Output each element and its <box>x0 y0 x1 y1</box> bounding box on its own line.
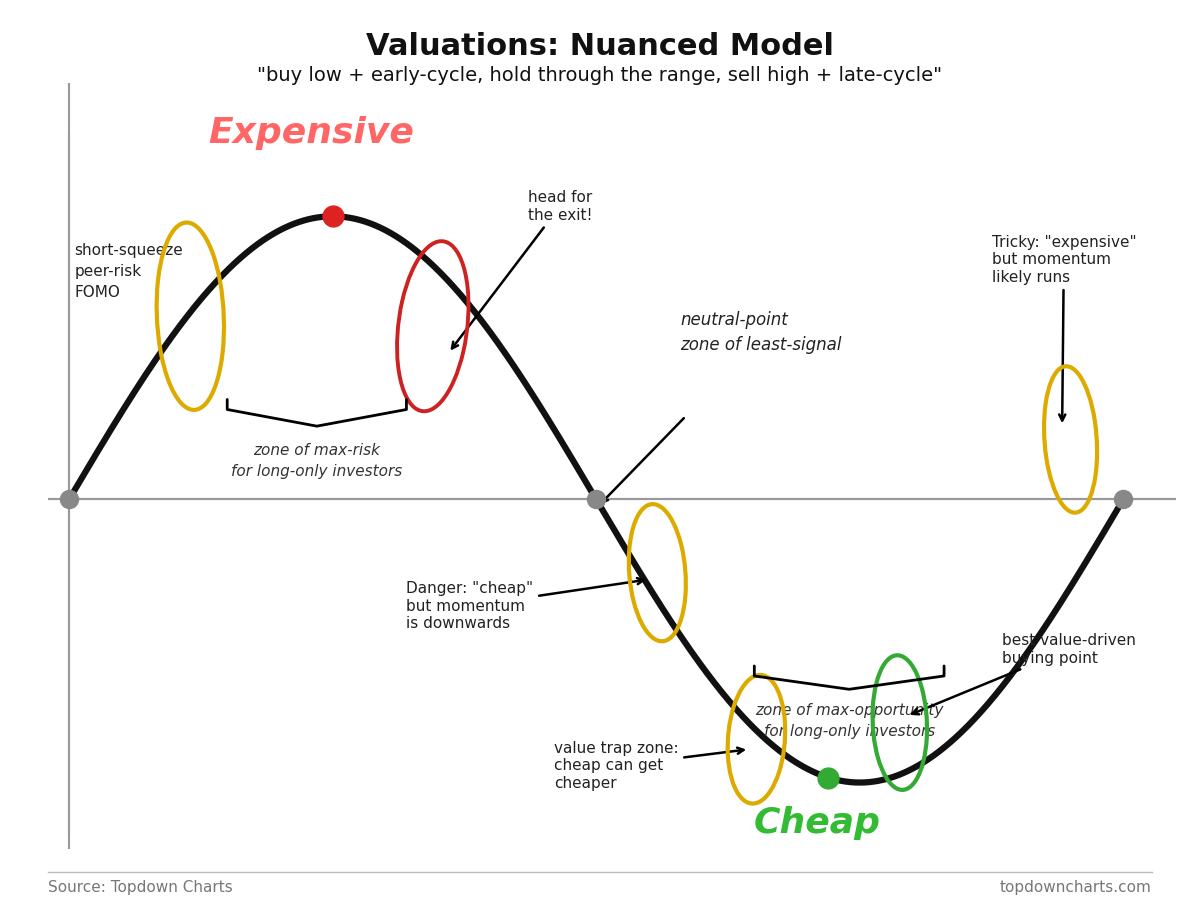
Text: Source: Topdown Charts: Source: Topdown Charts <box>48 881 233 895</box>
Text: Valuations: Nuanced Model: Valuations: Nuanced Model <box>366 32 834 61</box>
Text: Tricky: "expensive"
but momentum
likely runs: Tricky: "expensive" but momentum likely … <box>991 234 1136 421</box>
Text: best value-driven
buying point: best value-driven buying point <box>912 633 1136 714</box>
Text: Danger: "cheap"
but momentum
is downwards: Danger: "cheap" but momentum is downward… <box>407 578 643 631</box>
Text: neutral-point
zone of least-signal: neutral-point zone of least-signal <box>680 311 842 354</box>
Text: head for
the exit!: head for the exit! <box>452 190 592 348</box>
Text: "buy low + early-cycle, hold through the range, sell high + late-cycle": "buy low + early-cycle, hold through the… <box>258 66 942 86</box>
Text: zone of max-opportunity
for long-only investors: zone of max-opportunity for long-only in… <box>755 702 943 738</box>
Text: Cheap: Cheap <box>754 806 881 840</box>
Text: value trap zone:
cheap can get
cheaper: value trap zone: cheap can get cheaper <box>554 741 744 791</box>
Text: Expensive: Expensive <box>209 116 414 150</box>
Text: short-squeeze
peer-risk
FOMO: short-squeeze peer-risk FOMO <box>74 243 184 300</box>
Text: topdowncharts.com: topdowncharts.com <box>1000 881 1152 895</box>
Text: zone of max-risk
for long-only investors: zone of max-risk for long-only investors <box>232 443 402 479</box>
